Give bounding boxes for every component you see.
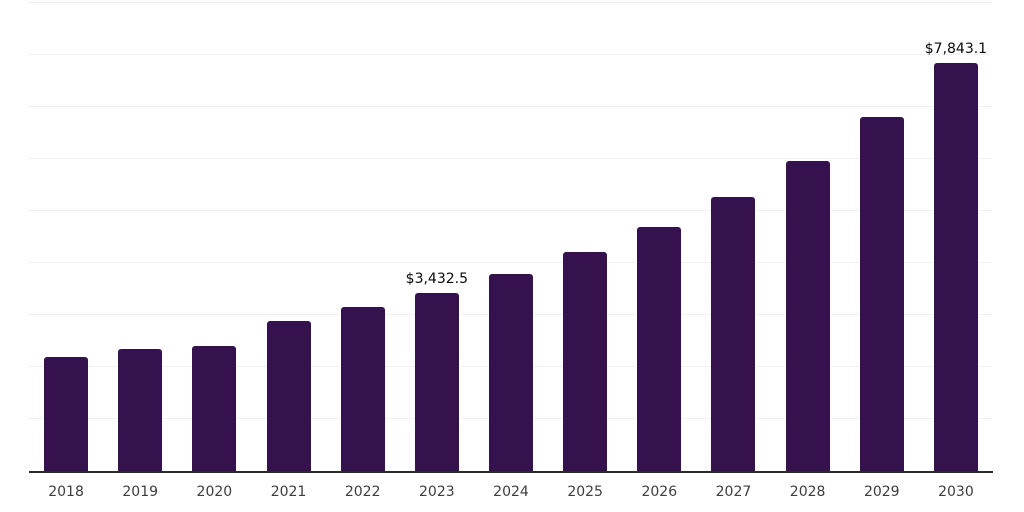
bar-2025: [563, 251, 608, 471]
x-tick-label-2023: 2023: [419, 484, 455, 500]
bar-2030: [933, 63, 978, 471]
x-axis: 2018 2019 2020 2021 2022 2023 2024 2025 2026 2027…: [29, 482, 993, 504]
x-tick-label-2029: 2029: [863, 484, 900, 500]
gridline-6000: [29, 158, 993, 159]
x-tick-label-2026: 2026: [641, 484, 678, 500]
plot-area: $3,432.5 $7,843.1: [29, 2, 993, 473]
bar-2027: [711, 197, 756, 471]
bar-2026: [637, 227, 682, 471]
data-label-2030: $7,843.1: [924, 41, 988, 58]
bar-2022: [340, 307, 385, 471]
data-label-2023: $3,432.5: [405, 270, 469, 287]
gridline-5000: [29, 210, 993, 211]
bar-2020: [192, 346, 237, 471]
x-tick-label-2020: 2020: [196, 484, 233, 500]
x-tick-label-2027: 2027: [715, 484, 752, 500]
gridline-9000: [29, 2, 993, 3]
gridline-4000: [29, 262, 993, 263]
bar-2021: [266, 321, 311, 471]
x-tick-label-2028: 2028: [789, 484, 826, 500]
x-tick-label-2030: 2030: [938, 484, 974, 500]
x-tick-label-2022: 2022: [344, 484, 381, 500]
x-tick-label-2025: 2025: [567, 484, 603, 500]
x-tick-label-2019: 2019: [122, 484, 159, 500]
bar-2028: [785, 160, 830, 471]
gridline-8000: [29, 54, 993, 55]
x-tick-label-2021: 2021: [270, 484, 307, 500]
bar-2029: [859, 117, 904, 471]
bar-2024: [489, 273, 533, 471]
x-tick-label-2024: 2024: [493, 484, 529, 500]
bar-2019: [118, 349, 163, 471]
bar-2018: [44, 357, 89, 471]
x-tick-label-2018: 2018: [48, 484, 84, 500]
bar-2023: [414, 292, 459, 471]
gridline-7000: [29, 106, 993, 107]
